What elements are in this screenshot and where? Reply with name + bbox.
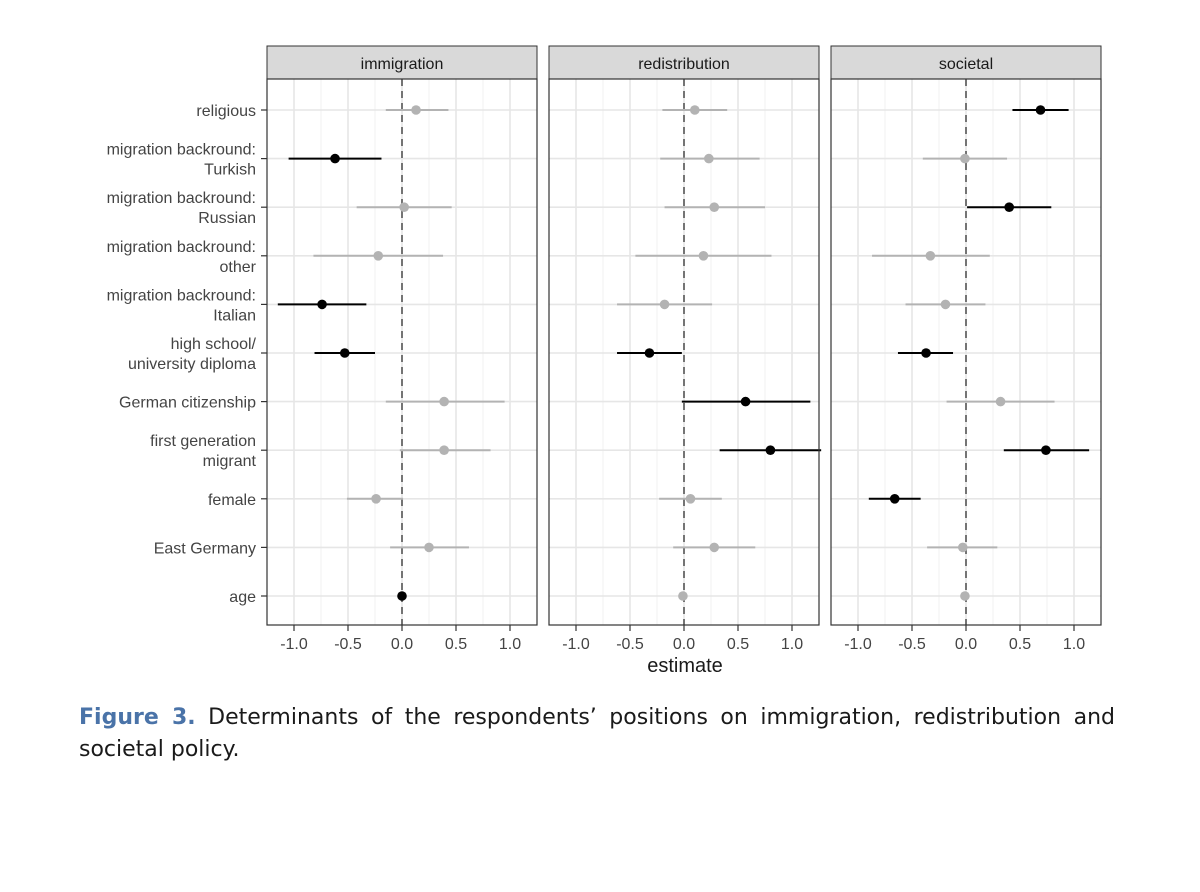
x-tick-label: 0.0: [673, 636, 695, 653]
y-tick-label-firstgen: first generation migrant: [150, 433, 256, 470]
figure-caption: Figure 3. Determinants of the respondent…: [79, 702, 1115, 766]
y-tick-label-line: university diploma: [128, 356, 256, 373]
y-tick-label-line: Russian: [198, 210, 256, 227]
y-tick-label-line: migration backround:: [107, 239, 256, 256]
point-religious: [690, 105, 700, 115]
point-citizenship: [740, 396, 751, 407]
y-tick-label-line: German citizenship: [119, 395, 256, 412]
point-italian: [940, 299, 951, 310]
point-diploma: [644, 348, 655, 358]
point-other: [698, 251, 709, 261]
point-turkish: [960, 153, 970, 164]
point-firstgen: [1041, 445, 1051, 456]
y-tick-label-line: religious: [196, 103, 256, 120]
x-tick-label: -0.5: [616, 636, 644, 653]
panel-title: immigration: [361, 56, 444, 73]
x-tick-label: 1.0: [1063, 636, 1085, 653]
y-tick-label-line: high school/: [171, 336, 257, 353]
panels: immigration-1.0 -0.5 0.0 0.5 1.0redistributi…: [266, 45, 1102, 653]
panel-title: societal: [939, 56, 993, 73]
point-russian: [1004, 202, 1014, 212]
point-other: [925, 251, 936, 261]
y-tick-label-line: other: [220, 259, 257, 276]
point-citizenship: [439, 396, 449, 407]
point-italian: [317, 299, 327, 310]
y-tick-label-line: migrant: [203, 453, 257, 470]
point-other: [373, 251, 384, 261]
y-tick-label-italian: migration backround: Italian: [107, 287, 256, 324]
point-diploma: [921, 348, 931, 358]
y-tick-label-line: migration backround:: [107, 287, 256, 304]
y-tick-label-turkish: migration backround: Turkish: [107, 142, 256, 179]
point-firstgen: [765, 445, 776, 456]
point-age: [397, 591, 407, 601]
panel-immigration: immigration -1.0 -0.5 0.0 0.5 1.0: [266, 45, 538, 653]
point-female: [685, 494, 696, 504]
y-tick-label-line: East Germany: [154, 540, 256, 557]
point-female: [889, 494, 900, 504]
x-tick-label: 0.5: [445, 636, 467, 653]
x-tick-label: 1.0: [499, 636, 521, 653]
x-tick-label: -1.0: [844, 636, 872, 653]
panel-societal: societal -1.0 -0.5 0.0 0.5 1.0: [830, 45, 1102, 653]
y-tick-label-line: age: [229, 589, 256, 606]
point-italian: [659, 299, 670, 310]
panel-strip: [830, 45, 1102, 80]
point-age: [678, 591, 688, 601]
x-tick-label: 1.0: [781, 636, 803, 653]
point-russian: [709, 202, 720, 212]
panel-strip: [266, 45, 538, 80]
point-religious: [411, 105, 421, 115]
point-east: [709, 542, 720, 553]
caption-text: Determinants of the respondents’ positio…: [79, 705, 1115, 762]
panel-redistribution: redistribution -1.0 -0.5 0.0 0.5 1.0: [548, 45, 822, 653]
point-female: [371, 494, 381, 504]
x-tick-label: -1.0: [562, 636, 590, 653]
point-firstgen: [439, 445, 449, 456]
x-tick-label: 0.0: [391, 636, 413, 653]
x-tick-label: -0.5: [898, 636, 926, 653]
caption-label: Figure 3.: [79, 705, 196, 730]
point-turkish: [704, 153, 714, 164]
point-east: [957, 542, 968, 553]
point-citizenship: [995, 396, 1006, 407]
x-axis-title: estimate: [647, 655, 723, 677]
y-tick-label-female: female: [208, 492, 256, 509]
x-tick-label: 0.5: [1009, 636, 1031, 653]
y-tick-label-age: age: [229, 589, 256, 606]
y-tick-label-line: migration backround:: [107, 190, 256, 207]
x-tick-label: 0.0: [955, 636, 977, 653]
y-tick-label-russian: migration backround: Russian: [107, 190, 256, 227]
y-tick-label-line: Italian: [213, 307, 256, 324]
point-religious: [1035, 105, 1046, 115]
y-tick-label-east: East Germany: [154, 540, 256, 557]
x-tick-label: 0.5: [727, 636, 749, 653]
y-tick-label-line: migration backround:: [107, 142, 256, 159]
y-tick-label-other: migration backround: other: [107, 239, 257, 276]
point-age: [960, 591, 970, 601]
point-diploma: [339, 348, 350, 358]
y-tick-label-line: first generation: [150, 433, 256, 450]
point-turkish: [330, 153, 340, 164]
y-tick-label-diploma: high school/university diploma: [128, 336, 257, 373]
y-tick-label-religious: religious: [196, 103, 256, 120]
y-tick-label-citizenship: German citizenship: [119, 395, 256, 412]
x-tick-label: -0.5: [334, 636, 362, 653]
point-east: [424, 542, 434, 553]
point-russian: [399, 202, 409, 212]
y-tick-label-line: Turkish: [204, 162, 256, 179]
y-tick-label-line: female: [208, 492, 256, 509]
panel-title: redistribution: [638, 56, 730, 73]
x-tick-label: -1.0: [280, 636, 308, 653]
